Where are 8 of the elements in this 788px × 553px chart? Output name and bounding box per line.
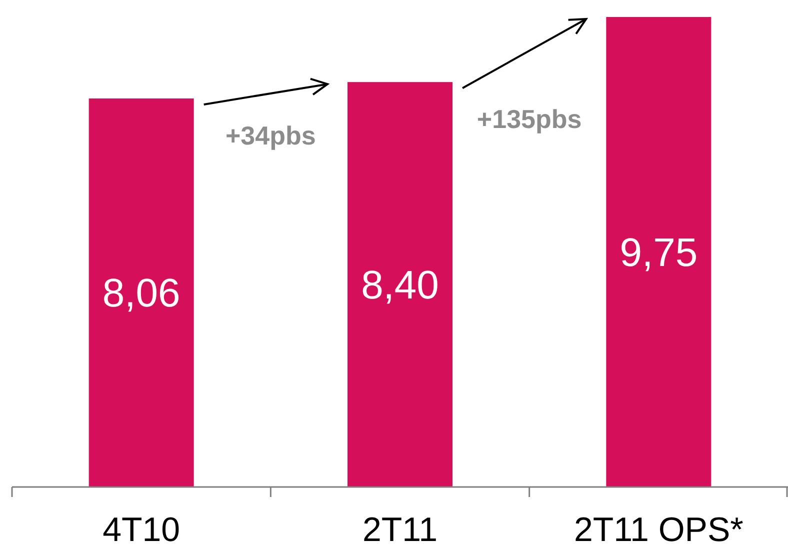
x-tick-label: 2T11 bbox=[362, 511, 438, 549]
x-tick-label: 4T10 bbox=[102, 511, 180, 549]
annotation: +135pbs bbox=[476, 104, 582, 134]
data-label: 8,40 bbox=[361, 264, 439, 308]
data-label: 9,75 bbox=[620, 231, 698, 275]
x-tick-label: 2T11 OPS* bbox=[574, 511, 744, 549]
annotation: +34pbs bbox=[226, 120, 316, 150]
data-label: 8,06 bbox=[102, 272, 180, 316]
